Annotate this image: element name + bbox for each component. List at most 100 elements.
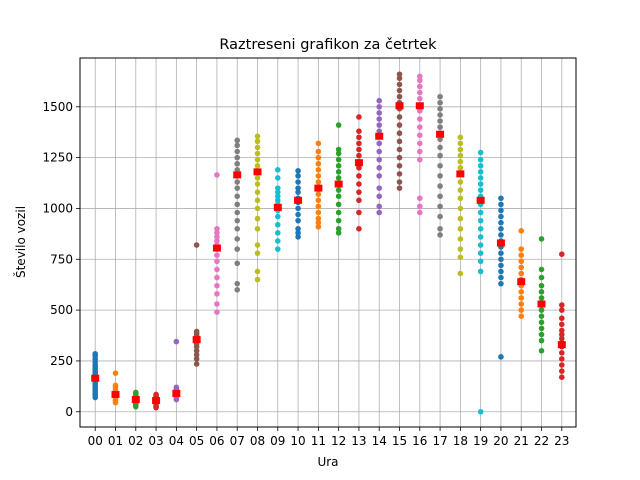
data-point <box>254 156 261 163</box>
data-point <box>193 361 200 367</box>
data-point <box>92 351 99 357</box>
x-tick-label: 00 <box>88 434 103 448</box>
data-point <box>498 219 504 226</box>
median-marker <box>436 130 445 138</box>
data-point <box>356 189 362 195</box>
data-point <box>558 331 565 338</box>
data-point <box>376 97 383 104</box>
data-point <box>193 328 200 335</box>
data-point <box>396 171 403 177</box>
data-point <box>234 160 241 167</box>
data-point <box>335 230 342 236</box>
median-marker <box>131 396 140 404</box>
data-point <box>376 164 383 171</box>
data-point <box>356 164 362 171</box>
data-point <box>335 122 342 128</box>
median-marker <box>496 239 505 247</box>
data-point <box>234 225 241 232</box>
data-point <box>498 232 504 238</box>
data-point <box>518 313 525 319</box>
data-point <box>538 313 545 319</box>
data-point <box>416 156 423 163</box>
data-point <box>558 327 565 334</box>
data-point <box>498 213 504 220</box>
data-point <box>498 274 504 281</box>
data-point <box>558 349 565 356</box>
data-point <box>477 225 484 232</box>
data-point <box>457 140 464 147</box>
median-marker <box>557 341 566 349</box>
data-point <box>518 307 525 313</box>
data-point <box>437 213 443 220</box>
data-point <box>193 352 200 358</box>
data-point <box>477 181 484 187</box>
data-point <box>538 319 545 326</box>
data-point <box>295 179 301 185</box>
data-point <box>437 225 443 232</box>
data-point <box>437 106 443 112</box>
data-point <box>295 168 301 174</box>
data-point <box>538 274 545 281</box>
data-point <box>457 195 464 202</box>
data-point <box>234 148 241 155</box>
data-point <box>498 280 504 287</box>
data-point <box>437 124 443 130</box>
data-point <box>477 162 484 169</box>
data-point <box>416 132 423 139</box>
data-point <box>477 234 484 240</box>
data-point <box>295 234 301 240</box>
data-point <box>477 169 484 175</box>
data-point <box>376 122 383 128</box>
data-point <box>416 140 423 147</box>
data-point <box>538 325 545 332</box>
data-point <box>477 187 484 193</box>
data-point <box>437 112 443 118</box>
data-point <box>457 146 464 153</box>
data-point <box>153 391 159 398</box>
y-axis-label: Število vozil <box>13 206 28 278</box>
data-point <box>234 193 241 200</box>
data-point <box>315 154 322 161</box>
data-point <box>335 187 342 193</box>
x-tick-label: 08 <box>250 434 265 448</box>
data-point <box>477 149 484 156</box>
data-point <box>274 167 281 173</box>
data-point <box>477 250 484 256</box>
data-point <box>416 203 423 210</box>
median-marker <box>517 278 526 286</box>
y-tick-label: 1250 <box>42 151 73 165</box>
x-tick-label: 07 <box>230 434 245 448</box>
data-point <box>416 116 423 122</box>
data-point <box>376 185 383 191</box>
data-point <box>193 356 200 362</box>
data-point <box>558 356 565 362</box>
x-tick-label: 14 <box>372 434 387 448</box>
data-point <box>214 309 220 315</box>
data-point <box>254 197 261 204</box>
data-point <box>558 302 565 308</box>
data-point <box>274 175 281 181</box>
x-tick-label: 04 <box>169 434 184 448</box>
data-point <box>457 215 464 222</box>
data-point <box>254 138 261 145</box>
data-point <box>234 209 241 216</box>
data-point <box>234 246 241 252</box>
data-point <box>335 193 342 200</box>
data-point <box>356 173 362 179</box>
chart-title: Raztreseni grafikon za četrtek <box>219 37 437 53</box>
data-point <box>356 140 362 147</box>
data-point <box>437 193 443 200</box>
data-point <box>274 193 281 200</box>
data-point <box>295 225 301 232</box>
data-point <box>254 215 261 222</box>
data-point <box>376 110 383 116</box>
x-tick-label: 16 <box>412 434 427 448</box>
data-point <box>315 191 322 198</box>
median-marker <box>233 171 242 179</box>
data-point <box>274 230 281 236</box>
data-point <box>132 389 139 396</box>
data-point <box>437 136 443 143</box>
data-point <box>234 286 241 293</box>
data-point <box>498 207 504 214</box>
